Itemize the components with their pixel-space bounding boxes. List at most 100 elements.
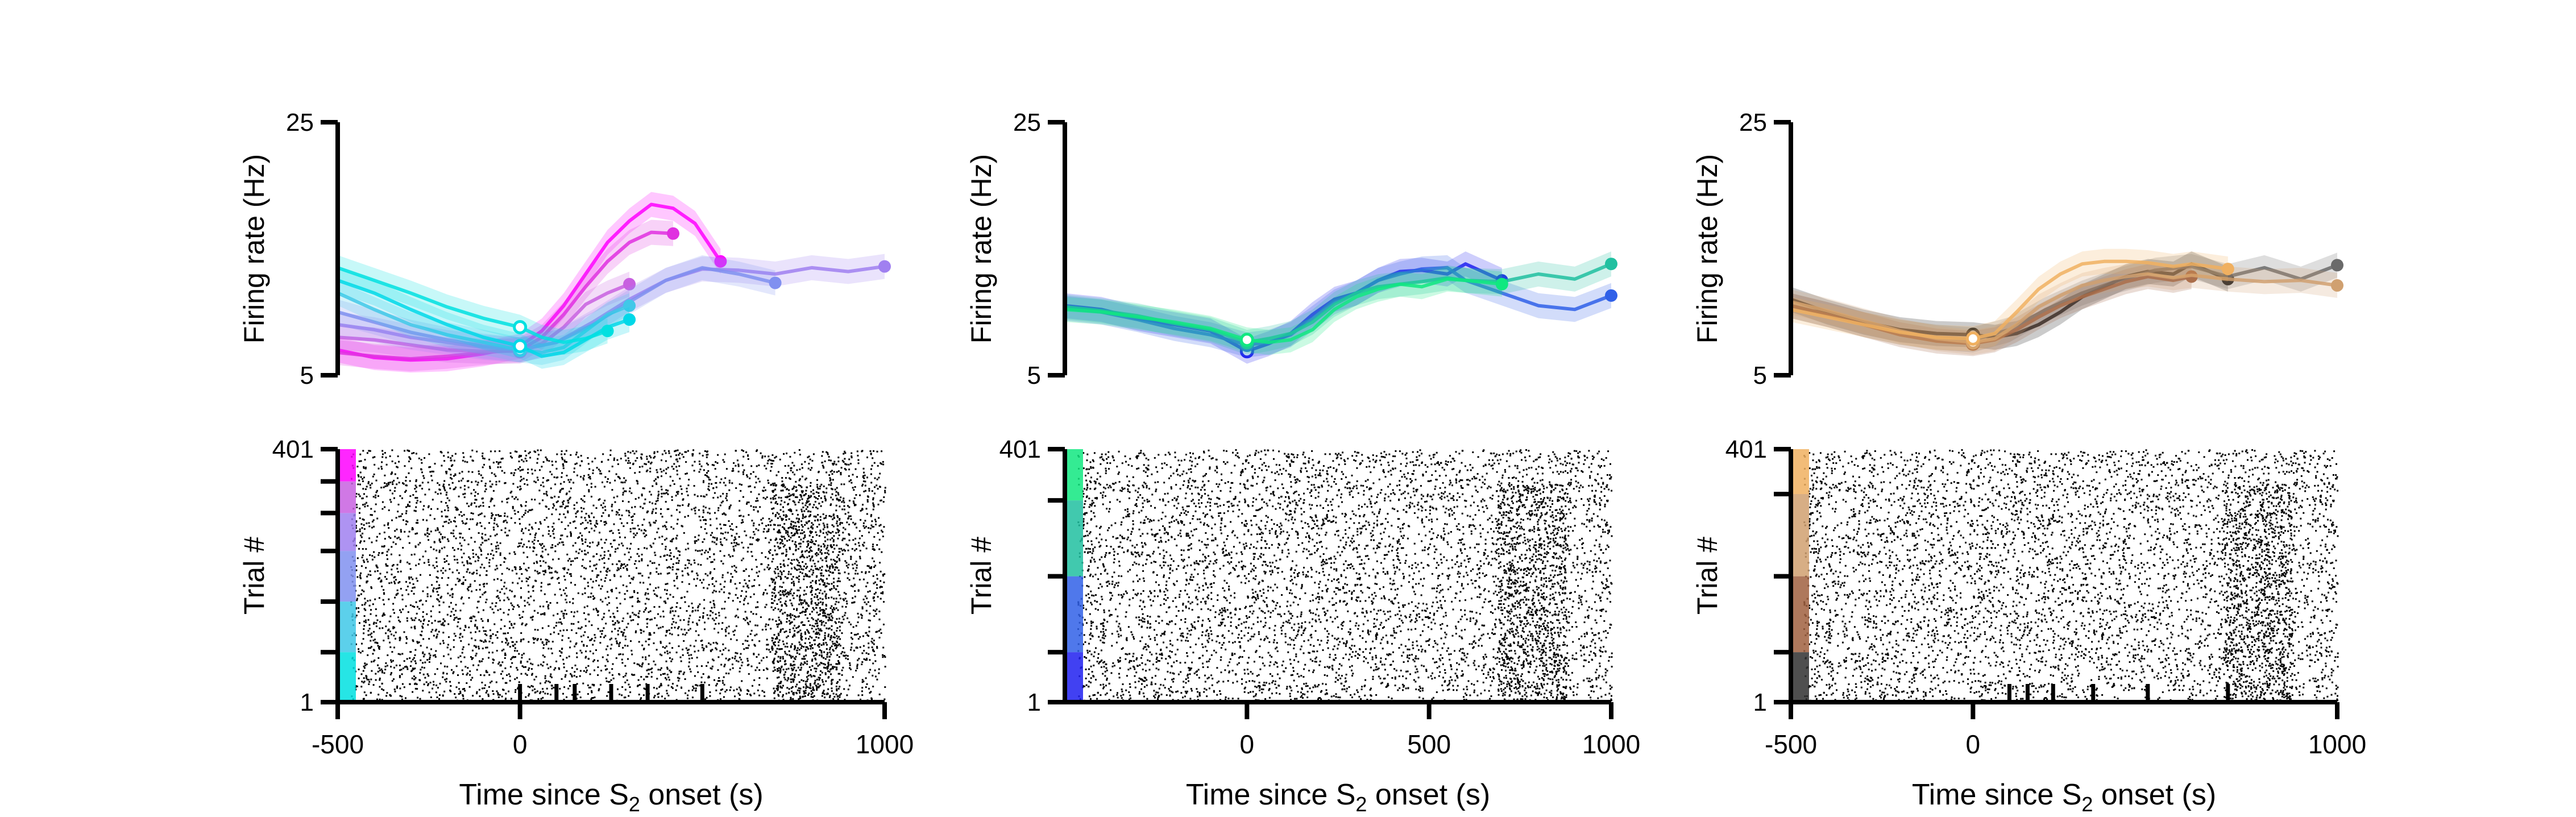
spike (854, 549, 856, 551)
spike (636, 663, 638, 665)
spike (638, 560, 640, 562)
spike (478, 664, 480, 666)
spike (873, 505, 875, 508)
spike (562, 465, 565, 467)
spike (656, 678, 658, 680)
spike (408, 456, 410, 458)
spike (769, 567, 771, 569)
spike (355, 615, 358, 617)
spike (882, 536, 884, 537)
spike (393, 678, 395, 681)
spike (499, 450, 501, 452)
spike (740, 689, 741, 691)
spike (878, 486, 881, 488)
spike (383, 640, 385, 642)
spike (447, 507, 449, 509)
spike (709, 695, 711, 697)
spike (650, 671, 653, 674)
spike (777, 677, 778, 679)
spike (732, 545, 735, 548)
spike (716, 539, 718, 541)
spike (490, 486, 492, 488)
spike (869, 590, 871, 592)
spike (657, 499, 659, 501)
spike (765, 537, 767, 539)
spike (478, 648, 480, 650)
spike (659, 468, 662, 470)
spike (407, 611, 409, 613)
spike (651, 667, 653, 670)
spike (561, 678, 563, 680)
spike (500, 673, 502, 675)
spike (451, 596, 454, 598)
spike (522, 468, 524, 471)
spike (802, 680, 804, 682)
spike (706, 472, 708, 474)
spike (545, 505, 547, 508)
spike (482, 594, 484, 596)
spike (833, 578, 835, 580)
spike (464, 625, 467, 627)
spike (814, 563, 816, 565)
spike (541, 466, 543, 468)
spike (661, 516, 663, 518)
spike (656, 649, 658, 651)
spike (474, 624, 476, 626)
spike (707, 454, 709, 455)
spike (587, 457, 589, 459)
spike (688, 690, 690, 692)
spike (770, 524, 772, 526)
spike (632, 619, 634, 621)
spike (833, 598, 835, 600)
spike (871, 646, 873, 648)
spike (687, 515, 689, 517)
spike (636, 457, 638, 459)
spike (364, 619, 367, 621)
spike (360, 523, 363, 525)
spike (810, 675, 812, 678)
spike (450, 657, 452, 660)
spike (599, 470, 602, 472)
spike (874, 669, 876, 671)
spike (493, 579, 495, 581)
spike (804, 650, 807, 652)
spike (637, 548, 640, 550)
spike (550, 496, 552, 499)
spike (437, 577, 439, 579)
spike (828, 459, 830, 461)
spike (861, 690, 863, 692)
spike (773, 643, 775, 645)
spike (517, 486, 519, 488)
spike (742, 473, 744, 475)
spike (720, 501, 723, 504)
spike (520, 587, 522, 589)
spike (702, 673, 704, 675)
spike (645, 534, 648, 536)
spike (584, 528, 586, 530)
spike (534, 637, 537, 640)
spike (392, 627, 395, 629)
spike (784, 650, 786, 653)
spike (356, 557, 359, 559)
spike (677, 569, 679, 571)
spike (455, 486, 457, 488)
spike (652, 502, 653, 504)
spike (750, 629, 753, 632)
spike (504, 582, 506, 584)
spike (637, 525, 639, 526)
spike (687, 505, 690, 507)
spike (590, 522, 592, 525)
spike (475, 505, 478, 508)
spike (636, 532, 638, 534)
spike (461, 669, 463, 671)
spike (362, 488, 364, 490)
spike (770, 470, 771, 472)
spike (445, 515, 447, 517)
spike (839, 629, 841, 632)
spike (704, 528, 706, 530)
spike (716, 648, 717, 650)
spike (735, 656, 736, 658)
spike (637, 601, 639, 603)
spike (811, 574, 814, 576)
spike (606, 668, 608, 670)
